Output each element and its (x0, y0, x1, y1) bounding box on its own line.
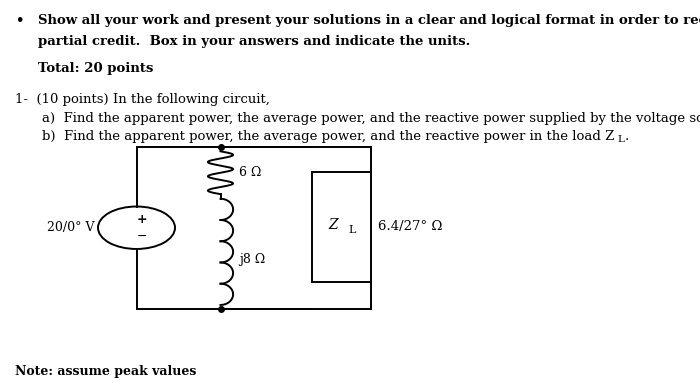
Bar (312, 172, 371, 282)
Text: Show all your work and present your solutions in a clear and logical format in o: Show all your work and present your solu… (38, 14, 700, 27)
Text: 1-  (10 points) In the following circuit,: 1- (10 points) In the following circuit, (15, 93, 270, 106)
Text: •: • (15, 14, 24, 27)
Text: −: − (137, 230, 148, 243)
Text: 6.4/27° Ω: 6.4/27° Ω (378, 220, 442, 232)
Text: L: L (349, 225, 356, 235)
Text: .: . (625, 130, 629, 143)
Text: 6 Ω: 6 Ω (239, 166, 261, 179)
Text: L: L (617, 135, 624, 144)
Text: partial credit.  Box in your answers and indicate the units.: partial credit. Box in your answers and … (38, 35, 471, 48)
Text: 20/0° V: 20/0° V (47, 221, 94, 234)
Text: +: + (136, 213, 148, 226)
Text: Total: 20 points: Total: 20 points (38, 62, 154, 75)
Text: Z: Z (328, 218, 337, 232)
Text: b)  Find the apparent power, the average power, and the reactive power in the lo: b) Find the apparent power, the average … (42, 130, 615, 143)
Text: a)  Find the apparent power, the average power, and the reactive power supplied : a) Find the apparent power, the average … (42, 112, 700, 125)
Text: j8 Ω: j8 Ω (239, 253, 265, 266)
Text: Note: assume peak values: Note: assume peak values (15, 365, 197, 378)
